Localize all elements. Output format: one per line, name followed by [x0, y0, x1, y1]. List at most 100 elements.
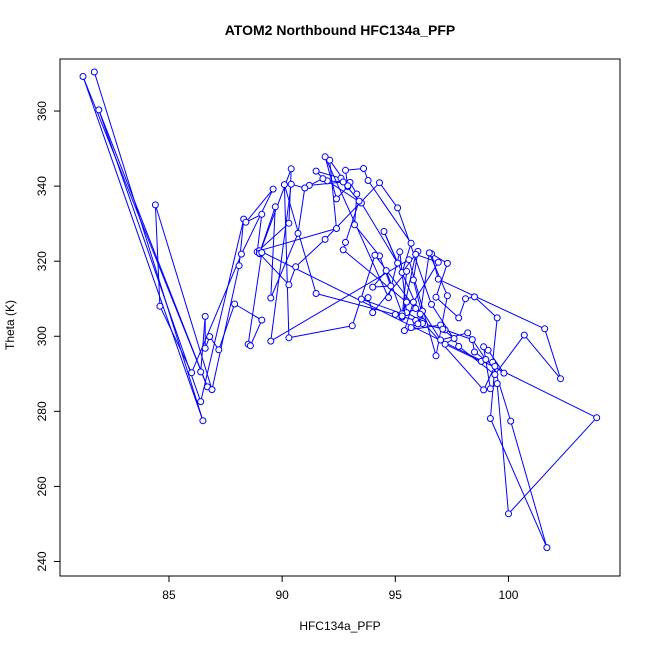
x-tick-label: 90 — [275, 588, 289, 602]
data-point — [201, 312, 209, 320]
data-point — [353, 190, 361, 198]
data-point — [342, 166, 349, 174]
series-segment — [245, 188, 274, 223]
data-point — [292, 263, 300, 271]
data-point — [484, 346, 492, 354]
data-point — [409, 276, 417, 284]
y-tick-label: 340 — [35, 176, 49, 196]
series-segment — [438, 278, 545, 330]
data-point — [541, 325, 549, 333]
data-point — [348, 322, 356, 330]
data-point — [285, 219, 293, 227]
data-point — [416, 310, 424, 318]
series-segment — [428, 252, 448, 296]
series-segment — [494, 334, 525, 375]
data-point — [468, 336, 476, 344]
data-point — [231, 300, 239, 308]
data-point — [267, 294, 275, 302]
x-tick-label: 95 — [389, 588, 403, 602]
data-point — [432, 293, 440, 301]
data-point — [357, 295, 365, 303]
series-segment — [324, 156, 337, 200]
data-point — [376, 179, 383, 187]
series-segment — [483, 366, 496, 391]
data-point — [409, 298, 417, 306]
data-point — [432, 352, 440, 360]
data-point — [443, 292, 451, 300]
data-point — [505, 510, 512, 518]
series-segment — [259, 228, 337, 252]
data-point — [280, 181, 288, 189]
data-point — [500, 369, 508, 377]
data-point — [396, 248, 404, 256]
series-segment — [523, 334, 561, 380]
series-segment — [372, 270, 407, 313]
data-point — [321, 153, 329, 161]
data-point — [355, 197, 363, 205]
series-segment — [315, 170, 342, 179]
series-segment — [496, 383, 509, 514]
data-point — [437, 336, 445, 344]
series-segment — [270, 233, 299, 299]
series-segment — [218, 303, 236, 350]
series-segment — [483, 346, 491, 389]
data-point — [412, 305, 420, 312]
series-segment — [93, 71, 204, 421]
data-point — [543, 544, 551, 552]
data-point — [287, 180, 295, 188]
series-segment — [444, 343, 482, 362]
series-segment — [247, 252, 263, 345]
data-point — [462, 295, 469, 303]
data-point — [394, 204, 402, 212]
data-point — [382, 267, 390, 275]
series-segment — [367, 180, 412, 244]
series-segment — [295, 239, 326, 268]
data-point — [593, 414, 601, 422]
data-point — [351, 221, 359, 229]
series-segment — [354, 224, 380, 257]
series-segment — [492, 317, 498, 363]
series-segment — [435, 296, 460, 319]
axes: 85 90 95 100 240 260 280 300 320 340 360 — [35, 101, 519, 602]
data-point — [441, 340, 449, 348]
data-point — [434, 258, 442, 266]
data-point — [246, 342, 254, 350]
data-point — [493, 380, 501, 388]
data-point — [486, 385, 494, 393]
data-point — [403, 298, 411, 306]
y-axis-label: Theta (K) — [3, 300, 17, 350]
data-point — [79, 73, 87, 80]
data-point — [258, 249, 266, 257]
series-segment — [360, 202, 399, 264]
series-segment — [98, 109, 202, 402]
data-point — [387, 282, 395, 290]
y-tick-label: 320 — [35, 251, 49, 271]
data-point — [321, 235, 329, 243]
data-point — [258, 316, 266, 324]
data-point — [267, 337, 275, 345]
data-point — [450, 335, 458, 342]
series-segment — [98, 109, 208, 388]
series-segment — [211, 265, 240, 390]
series-segment — [249, 319, 263, 346]
data-point — [206, 333, 214, 341]
data-point — [242, 218, 250, 226]
data-point — [425, 249, 433, 257]
data-point — [491, 371, 499, 379]
x-tick-label: 85 — [162, 588, 176, 602]
data-point — [391, 311, 399, 318]
data-point — [215, 346, 223, 354]
data-point — [208, 386, 216, 394]
series-segment — [200, 218, 245, 402]
series-segment — [329, 160, 337, 229]
data-point — [414, 320, 422, 328]
series-segment — [283, 184, 317, 294]
series-segment — [388, 251, 401, 298]
series-segment — [154, 204, 213, 390]
y-tick-label: 240 — [35, 551, 49, 571]
y-tick-label: 360 — [35, 101, 49, 121]
data-point — [285, 281, 293, 289]
data-point — [294, 229, 302, 237]
data-point — [156, 302, 164, 310]
series-segment — [415, 253, 439, 263]
